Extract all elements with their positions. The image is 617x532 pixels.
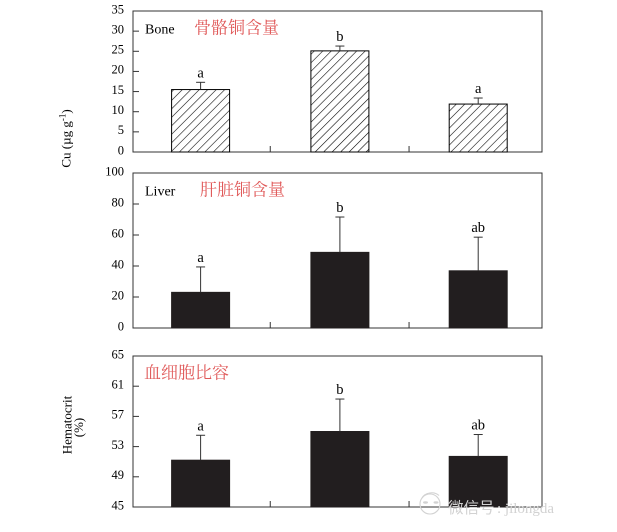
svg-text:b: b bbox=[336, 29, 343, 45]
svg-text:35: 35 bbox=[112, 2, 125, 16]
svg-text:57: 57 bbox=[112, 408, 125, 422]
svg-text:49: 49 bbox=[112, 468, 125, 482]
svg-text:a: a bbox=[197, 250, 204, 266]
svg-text:20: 20 bbox=[112, 63, 125, 77]
svg-text:血细胞比容: 血细胞比容 bbox=[144, 359, 229, 384]
svg-text:15: 15 bbox=[112, 83, 125, 97]
svg-text:骨骼铜含量: 骨骼铜含量 bbox=[194, 14, 279, 39]
svg-text:60: 60 bbox=[112, 226, 125, 240]
svg-text:61: 61 bbox=[112, 378, 125, 392]
svg-text:40: 40 bbox=[112, 257, 125, 271]
svg-text:25: 25 bbox=[112, 43, 125, 57]
svg-text:20: 20 bbox=[112, 288, 125, 302]
svg-text:0: 0 bbox=[118, 143, 124, 157]
svg-text:45: 45 bbox=[112, 498, 125, 512]
svg-text:100: 100 bbox=[105, 164, 124, 178]
svg-text:b: b bbox=[336, 382, 343, 398]
svg-text:65: 65 bbox=[112, 347, 125, 361]
svg-text:a: a bbox=[197, 65, 204, 81]
svg-text:10: 10 bbox=[112, 103, 125, 117]
svg-text:0: 0 bbox=[118, 319, 124, 333]
svg-text:肝脏铜含量: 肝脏铜含量 bbox=[200, 176, 285, 201]
svg-text:53: 53 bbox=[112, 438, 125, 452]
svg-text:30: 30 bbox=[112, 22, 125, 36]
svg-text:ab: ab bbox=[471, 418, 485, 434]
svg-text:5: 5 bbox=[118, 123, 124, 137]
svg-text:a: a bbox=[197, 418, 204, 434]
svg-text:b: b bbox=[336, 200, 343, 216]
svg-text:(%): (%) bbox=[71, 418, 86, 438]
svg-text:80: 80 bbox=[112, 195, 125, 209]
svg-text:微信号: 微信号 bbox=[448, 499, 495, 517]
svg-text:Bone: Bone bbox=[145, 23, 175, 38]
svg-text:ab: ab bbox=[471, 220, 485, 236]
svg-text:a: a bbox=[475, 81, 482, 97]
svg-text:Liver: Liver bbox=[145, 185, 176, 200]
svg-text:: jilongda: : jilongda bbox=[497, 501, 554, 517]
